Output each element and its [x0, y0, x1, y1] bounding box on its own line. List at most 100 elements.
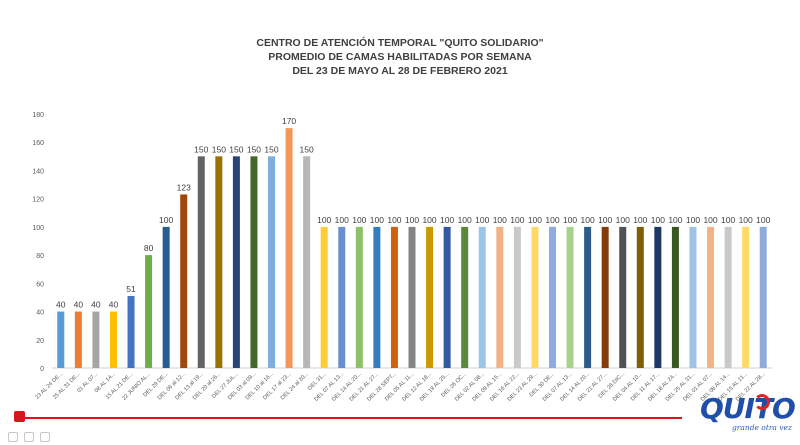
- data-label: 150: [212, 144, 226, 154]
- bar: [57, 311, 65, 368]
- bar: [601, 226, 609, 368]
- volume-icon[interactable]: [24, 432, 34, 442]
- data-label: 100: [317, 215, 331, 225]
- data-label: 170: [282, 116, 296, 126]
- y-tick-label: 100: [32, 225, 44, 232]
- bar: [162, 226, 170, 368]
- bar: [215, 156, 223, 368]
- bar: [566, 226, 574, 368]
- y-tick-label: 40: [36, 310, 44, 317]
- data-label: 100: [756, 215, 770, 225]
- bar: [461, 226, 469, 368]
- y-tick-label: 80: [36, 253, 44, 260]
- bar: [619, 226, 627, 368]
- data-label: 100: [159, 215, 173, 225]
- player-controls: [8, 432, 78, 445]
- data-label: 100: [458, 215, 472, 225]
- data-label: 100: [686, 215, 700, 225]
- data-label: 100: [651, 215, 665, 225]
- logo-swirl-icon: [754, 394, 770, 410]
- chart-title-line1: CENTRO DE ATENCIÓN TEMPORAL "QUITO SOLID…: [256, 37, 544, 49]
- logo-tagline: grande otra vez: [732, 423, 792, 432]
- bar: [707, 226, 715, 368]
- bar: [671, 226, 679, 368]
- bar: [355, 226, 363, 368]
- bar: [531, 226, 539, 368]
- bar: [478, 226, 486, 368]
- y-tick-label: 140: [32, 168, 44, 175]
- quito-logo: QUITO grande otra vez: [696, 392, 796, 440]
- bar: [285, 128, 293, 368]
- bar: [320, 226, 328, 368]
- y-tick-label: 60: [36, 281, 44, 288]
- bar: [759, 226, 767, 368]
- bar: [250, 156, 258, 368]
- bar: [513, 226, 521, 368]
- y-tick-label: 160: [32, 140, 44, 147]
- bar: [496, 226, 504, 368]
- data-label: 100: [668, 215, 682, 225]
- data-label: 100: [440, 215, 454, 225]
- data-label: 100: [335, 215, 349, 225]
- data-label: 150: [194, 144, 208, 154]
- data-label: 100: [633, 215, 647, 225]
- data-label: 100: [370, 215, 384, 225]
- data-label: 100: [510, 215, 524, 225]
- data-label: 150: [229, 144, 243, 154]
- settings-icon[interactable]: [40, 432, 50, 442]
- data-label: 100: [563, 215, 577, 225]
- data-label: 100: [352, 215, 366, 225]
- data-label: 150: [247, 144, 261, 154]
- bar: [127, 296, 135, 368]
- bar: [303, 156, 311, 368]
- bar: [180, 194, 188, 368]
- bar: [268, 156, 276, 368]
- bar: [689, 226, 697, 368]
- bar: [338, 226, 346, 368]
- bar: [636, 226, 644, 368]
- data-label: 100: [739, 215, 753, 225]
- data-label: 100: [475, 215, 489, 225]
- bar: [724, 226, 732, 368]
- bar: [408, 226, 416, 368]
- bar: [654, 226, 662, 368]
- bar: [109, 311, 117, 368]
- bar: [197, 156, 205, 368]
- data-label: 150: [300, 144, 314, 154]
- bar: [390, 226, 398, 368]
- play-icon[interactable]: [8, 432, 18, 442]
- data-label: 100: [405, 215, 419, 225]
- y-tick-label: 0: [40, 366, 44, 373]
- bar: [426, 226, 434, 368]
- bar: [742, 226, 750, 368]
- video-progress-track[interactable]: [18, 417, 682, 419]
- bar: [373, 226, 381, 368]
- bar: [232, 156, 240, 368]
- data-label: 100: [581, 215, 595, 225]
- data-label: 100: [598, 215, 612, 225]
- data-label: 100: [616, 215, 630, 225]
- data-label: 100: [422, 215, 436, 225]
- data-label: 51: [126, 284, 136, 294]
- bar: [74, 311, 82, 368]
- chart-title-line2: PROMEDIO DE CAMAS HABILITADAS POR SEMANA: [268, 51, 532, 63]
- y-tick-label: 180: [32, 112, 44, 119]
- data-label: 40: [56, 300, 66, 310]
- video-progress-handle[interactable]: [14, 411, 25, 422]
- y-tick-label: 120: [32, 197, 44, 204]
- bar: [92, 311, 100, 368]
- bar: [584, 226, 592, 368]
- data-label: 40: [91, 300, 101, 310]
- data-label: 40: [109, 300, 119, 310]
- data-label: 100: [493, 215, 507, 225]
- data-label: 150: [264, 144, 278, 154]
- data-label: 100: [545, 215, 559, 225]
- y-tick-label: 20: [36, 338, 44, 345]
- data-label: 100: [528, 215, 542, 225]
- chart-title-line3: DEL 23 DE MAYO AL 28 DE FEBRERO 2021: [292, 65, 508, 77]
- bar: [548, 226, 556, 368]
- logo-wordmark: QUITO: [700, 392, 796, 425]
- bar: [443, 226, 451, 368]
- data-label: 40: [74, 300, 84, 310]
